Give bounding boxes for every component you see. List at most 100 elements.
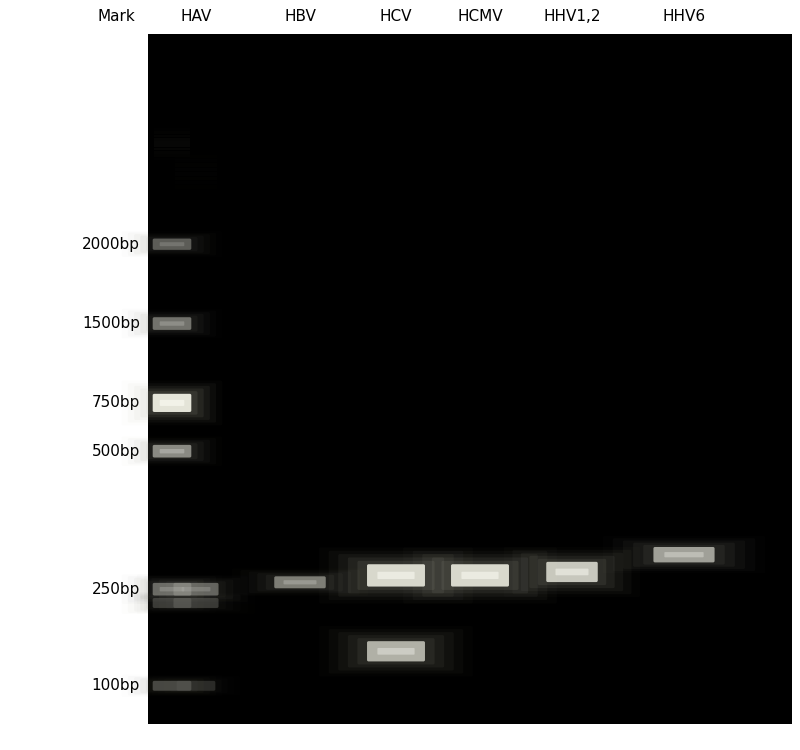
- Bar: [148, 34, 792, 724]
- FancyBboxPatch shape: [146, 443, 198, 459]
- FancyBboxPatch shape: [153, 394, 191, 412]
- FancyBboxPatch shape: [367, 564, 425, 586]
- FancyBboxPatch shape: [134, 386, 210, 420]
- FancyBboxPatch shape: [146, 316, 198, 332]
- FancyBboxPatch shape: [160, 242, 184, 246]
- Text: 1500bp: 1500bp: [82, 316, 140, 331]
- FancyBboxPatch shape: [538, 559, 606, 585]
- FancyBboxPatch shape: [160, 449, 184, 454]
- Bar: [154, 138, 190, 140]
- Bar: [175, 181, 217, 184]
- Text: HHV6: HHV6: [662, 9, 706, 24]
- FancyBboxPatch shape: [462, 572, 498, 579]
- FancyBboxPatch shape: [283, 580, 317, 584]
- FancyBboxPatch shape: [358, 561, 434, 590]
- Bar: [154, 151, 190, 154]
- Bar: [154, 145, 190, 147]
- Text: 2000bp: 2000bp: [82, 237, 140, 252]
- Bar: [175, 172, 217, 176]
- FancyBboxPatch shape: [623, 541, 745, 569]
- Bar: [154, 125, 190, 128]
- FancyBboxPatch shape: [146, 392, 198, 415]
- Text: 500bp: 500bp: [92, 444, 140, 459]
- FancyBboxPatch shape: [442, 561, 518, 590]
- FancyBboxPatch shape: [153, 238, 191, 250]
- FancyBboxPatch shape: [555, 568, 589, 575]
- Bar: [154, 160, 190, 164]
- FancyBboxPatch shape: [140, 580, 204, 599]
- Text: 750bp: 750bp: [92, 395, 140, 410]
- Bar: [175, 146, 217, 149]
- FancyBboxPatch shape: [140, 236, 204, 253]
- FancyBboxPatch shape: [160, 587, 184, 592]
- Bar: [175, 185, 217, 189]
- Text: Mark: Mark: [97, 9, 135, 24]
- FancyBboxPatch shape: [521, 553, 623, 591]
- FancyBboxPatch shape: [140, 442, 204, 461]
- Bar: [175, 194, 217, 198]
- FancyBboxPatch shape: [146, 237, 198, 251]
- FancyBboxPatch shape: [338, 554, 454, 597]
- FancyBboxPatch shape: [174, 598, 218, 608]
- Text: HHV1,2: HHV1,2: [543, 9, 601, 24]
- FancyBboxPatch shape: [432, 557, 528, 593]
- Bar: [175, 164, 217, 167]
- FancyBboxPatch shape: [174, 583, 218, 596]
- FancyBboxPatch shape: [153, 681, 191, 691]
- FancyBboxPatch shape: [266, 574, 334, 590]
- FancyBboxPatch shape: [146, 581, 198, 597]
- Bar: [175, 154, 217, 158]
- FancyBboxPatch shape: [177, 681, 215, 691]
- FancyBboxPatch shape: [146, 680, 198, 692]
- FancyBboxPatch shape: [546, 562, 598, 582]
- FancyBboxPatch shape: [451, 564, 509, 586]
- FancyBboxPatch shape: [530, 556, 614, 588]
- FancyBboxPatch shape: [182, 587, 210, 592]
- Bar: [175, 168, 217, 171]
- Text: 250bp: 250bp: [92, 582, 140, 597]
- Text: HCV: HCV: [380, 9, 412, 24]
- Bar: [154, 135, 190, 137]
- FancyBboxPatch shape: [166, 581, 226, 597]
- Bar: [175, 150, 217, 154]
- Bar: [154, 131, 190, 134]
- Bar: [154, 154, 190, 157]
- FancyBboxPatch shape: [654, 547, 714, 562]
- FancyBboxPatch shape: [160, 400, 184, 406]
- Text: 100bp: 100bp: [92, 678, 140, 693]
- FancyBboxPatch shape: [140, 388, 204, 417]
- FancyBboxPatch shape: [338, 632, 454, 670]
- FancyBboxPatch shape: [153, 598, 191, 608]
- Text: HAV: HAV: [180, 9, 212, 24]
- FancyBboxPatch shape: [134, 440, 210, 463]
- FancyBboxPatch shape: [146, 597, 198, 609]
- Bar: [154, 158, 190, 160]
- FancyBboxPatch shape: [348, 557, 444, 593]
- FancyBboxPatch shape: [643, 544, 725, 565]
- FancyBboxPatch shape: [153, 583, 191, 596]
- Bar: [154, 141, 190, 144]
- FancyBboxPatch shape: [358, 638, 434, 664]
- FancyBboxPatch shape: [153, 445, 191, 458]
- FancyBboxPatch shape: [153, 317, 191, 330]
- Bar: [154, 128, 190, 130]
- FancyBboxPatch shape: [367, 641, 425, 662]
- Text: HCMV: HCMV: [457, 9, 503, 24]
- Bar: [175, 190, 217, 194]
- Bar: [175, 159, 217, 163]
- FancyBboxPatch shape: [159, 580, 233, 599]
- FancyBboxPatch shape: [378, 648, 414, 655]
- Text: HBV: HBV: [284, 9, 316, 24]
- FancyBboxPatch shape: [633, 543, 735, 567]
- FancyBboxPatch shape: [422, 554, 538, 597]
- FancyBboxPatch shape: [166, 597, 226, 609]
- FancyBboxPatch shape: [258, 573, 342, 592]
- FancyBboxPatch shape: [664, 552, 704, 557]
- FancyBboxPatch shape: [348, 635, 444, 668]
- FancyBboxPatch shape: [274, 576, 326, 588]
- FancyBboxPatch shape: [378, 572, 414, 579]
- FancyBboxPatch shape: [160, 321, 184, 326]
- Bar: [154, 148, 190, 150]
- Bar: [175, 176, 217, 180]
- FancyBboxPatch shape: [140, 314, 204, 333]
